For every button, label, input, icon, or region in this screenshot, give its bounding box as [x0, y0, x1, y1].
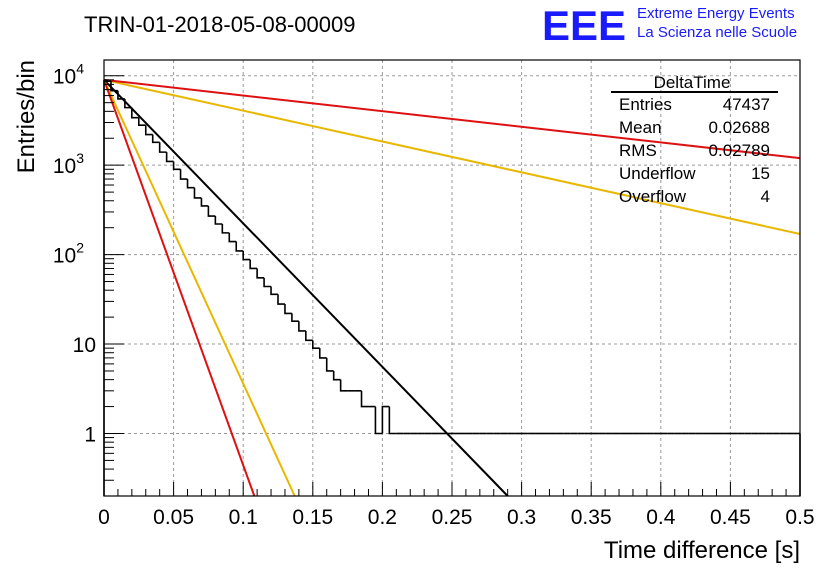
y-tick-label: 103 — [53, 150, 84, 178]
histogram-bar — [263, 277, 272, 288]
stats-label: Entries — [619, 95, 672, 114]
y-tick-base: 10 — [73, 334, 96, 357]
x-tick-label: 0.45 — [710, 506, 751, 529]
histogram-bar — [249, 259, 258, 270]
y-tick-base: 10 — [53, 155, 76, 178]
fit-curves — [103, 78, 801, 497]
stats-title: DeltaTime — [654, 73, 731, 92]
histogram-bar — [381, 405, 390, 434]
histogram-bar — [291, 313, 299, 323]
x-tick-label: 0.35 — [571, 506, 612, 529]
stats-value: 47437 — [723, 95, 770, 114]
histogram-bar — [228, 232, 237, 243]
x-tick-label: 0.1 — [229, 506, 258, 529]
y-tick-label: 104 — [53, 61, 84, 89]
histogram-bar — [138, 117, 146, 126]
stats-label: Underflow — [619, 164, 696, 183]
histogram-bar — [325, 357, 334, 372]
fit-line-2 — [103, 78, 801, 160]
x-tick-label: 0.05 — [153, 506, 194, 529]
x-tick-label: 0.3 — [507, 506, 536, 529]
y-tick-label: 102 — [53, 240, 84, 268]
stats-label: Mean — [619, 118, 662, 137]
histogram-bar — [193, 187, 202, 199]
histogram-bar — [284, 304, 292, 315]
histogram-bar — [305, 330, 313, 342]
fit-line-0 — [103, 79, 509, 497]
histogram-bar — [360, 390, 369, 408]
y-axis-label: Entries/bin — [13, 60, 40, 173]
y-tick-label: 1 — [84, 423, 96, 446]
histogram-bar — [298, 321, 306, 332]
x-tick-label: 0 — [98, 506, 110, 529]
stats-box: DeltaTime Entries 47437 Mean 0.02688 RMS 0.02… — [611, 73, 778, 206]
histogram-bar — [158, 142, 167, 153]
stats-value: 0.02688 — [709, 118, 770, 137]
histogram-bar — [388, 406, 397, 435]
y-tick-exponent: 3 — [76, 150, 84, 166]
stats-value: 0.02789 — [709, 141, 770, 160]
histogram-bar — [221, 223, 230, 234]
histogram-bar — [131, 107, 139, 119]
x-tick-label: 0.5 — [785, 506, 814, 529]
histogram-bar — [312, 340, 320, 349]
eee-logo-text: EEE — [542, 2, 626, 49]
histogram-bar — [332, 370, 341, 381]
histogram-bar — [172, 161, 181, 171]
histogram-bar — [207, 205, 216, 217]
histogram-bar — [256, 268, 265, 279]
histogram-bar — [277, 294, 285, 305]
stats-value: 4 — [761, 187, 770, 206]
y-tick-base: 10 — [53, 66, 76, 89]
axis-ticks: 0 0.05 0.1 0.15 0.2 0.25 0.3 0.35 0.4 0.45 0.51101… — [53, 61, 815, 529]
histogram-bar — [186, 179, 195, 189]
histogram-bar — [374, 406, 383, 435]
histogram-bar — [339, 379, 348, 392]
fit-line-1 — [103, 78, 801, 235]
y-tick-base: 10 — [53, 245, 76, 268]
fit-line-4 — [103, 79, 256, 497]
histogram-bar — [144, 125, 153, 136]
histogram-bar — [270, 286, 278, 296]
histogram-bar — [151, 134, 160, 144]
run-title: TRIN-01-2018-05-08-00009 — [84, 12, 356, 37]
histogram-bar — [124, 98, 132, 109]
x-tick-label: 0.15 — [292, 506, 333, 529]
histogram-bar — [165, 152, 174, 163]
y-tick-label: 10 — [73, 334, 96, 357]
y-tick-exponent: 2 — [76, 240, 84, 256]
x-axis-label: Time difference [s] — [604, 537, 800, 564]
histogram-bar — [117, 90, 125, 100]
stats-label: RMS — [619, 141, 657, 160]
histogram-bar — [318, 348, 327, 359]
histogram-bar — [242, 250, 251, 261]
grid-lines — [104, 60, 800, 496]
stats-value: 15 — [751, 164, 770, 183]
stats-label: Overflow — [619, 187, 687, 206]
histogram-bar — [214, 216, 223, 225]
histogram-bar — [200, 197, 209, 207]
logo-line-1: Extreme Energy Events — [637, 5, 795, 22]
x-tick-label: 0.25 — [432, 506, 473, 529]
y-tick-base: 1 — [84, 423, 96, 446]
logo-line-2: La Scienza nelle Scuole — [637, 24, 797, 41]
y-tick-exponent: 4 — [76, 61, 84, 77]
x-tick-label: 0.2 — [368, 506, 397, 529]
histogram-bar — [179, 169, 188, 180]
fit-line-3 — [103, 79, 296, 497]
x-tick-label: 0.4 — [646, 506, 676, 529]
histogram-bar — [235, 241, 244, 252]
